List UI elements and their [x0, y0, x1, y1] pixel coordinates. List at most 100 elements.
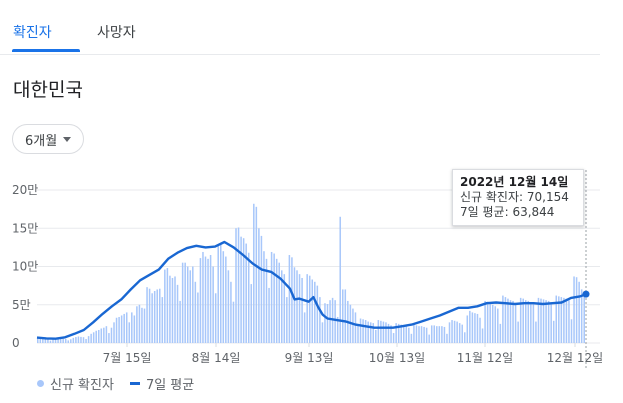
- case-bar: [110, 327, 113, 343]
- case-bar: [469, 310, 471, 343]
- case-bar: [37, 338, 39, 343]
- case-bar: [352, 308, 354, 343]
- case-bar: [395, 323, 397, 343]
- seven-day-average-line: [36, 240, 587, 340]
- x-axis-ticks: 7월 15일 8월 14일 9월 13일 10월 13일 11월 12일 12월 12일: [103, 343, 603, 365]
- y-tick-label: 0: [12, 336, 20, 350]
- case-bar: [85, 339, 87, 343]
- case-bar: [64, 338, 67, 343]
- case-bar: [568, 300, 570, 343]
- case-bar: [156, 289, 158, 343]
- case-bar: [525, 300, 527, 343]
- case-bar: [103, 327, 105, 343]
- case-bar: [179, 300, 181, 343]
- case-bar: [392, 333, 395, 343]
- cases-chart[interactable]: 0 5만 10만 15만 20만 7월 15일 8월 14일 9월 13일 10월 13일 11…: [0, 170, 623, 370]
- case-bar: [62, 338, 64, 343]
- case-bar: [136, 306, 138, 343]
- case-bar: [334, 300, 336, 343]
- case-bar: [489, 303, 491, 343]
- y-tick-label: 5만: [12, 298, 31, 312]
- case-bar: [204, 256, 207, 343]
- case-bar: [336, 316, 339, 343]
- case-bar: [286, 297, 288, 343]
- case-bar: [197, 292, 199, 343]
- case-bar: [171, 277, 174, 343]
- case-bar: [288, 255, 291, 343]
- case-bar: [514, 303, 517, 343]
- case-bar: [161, 297, 164, 343]
- case-bar: [443, 326, 446, 343]
- case-bar: [405, 326, 408, 343]
- case-bar: [225, 256, 227, 343]
- case-bar: [377, 320, 380, 343]
- case-bar: [250, 284, 253, 343]
- case-bar: [380, 320, 382, 343]
- case-bar: [169, 275, 171, 343]
- case-bar: [512, 300, 514, 343]
- case-bar: [301, 277, 303, 343]
- case-bar: [357, 323, 359, 344]
- case-bar: [47, 339, 49, 343]
- case-bar: [255, 206, 258, 343]
- case-bar: [324, 303, 326, 343]
- case-bar: [253, 203, 255, 343]
- x-tick-label: 8월 14일: [192, 351, 241, 365]
- case-bar: [413, 324, 415, 343]
- case-bar: [321, 322, 324, 343]
- active-tab-indicator: [12, 49, 80, 52]
- case-bar: [115, 317, 118, 343]
- tab-cases[interactable]: 확진자: [13, 25, 52, 41]
- case-bar: [95, 330, 97, 343]
- case-bar: [342, 289, 344, 343]
- case-bar: [268, 287, 270, 343]
- case-bar: [67, 340, 70, 343]
- case-bar: [82, 337, 85, 343]
- case-bar: [39, 338, 42, 343]
- case-bar: [189, 270, 192, 343]
- tab-deaths[interactable]: 사망자: [97, 25, 136, 41]
- case-bar: [214, 293, 217, 343]
- case-bar: [240, 236, 242, 343]
- range-dropdown[interactable]: 6개월: [12, 124, 85, 154]
- case-bar: [75, 337, 77, 343]
- case-bar: [174, 276, 176, 343]
- case-bar: [547, 300, 550, 343]
- case-bar: [372, 323, 375, 343]
- region-title: 대한민국: [13, 79, 83, 101]
- case-bar: [364, 320, 367, 343]
- case-bar: [303, 312, 306, 343]
- case-bar: [186, 266, 189, 343]
- case-bar: [430, 325, 433, 343]
- case-bar: [575, 277, 578, 343]
- case-bar: [270, 251, 273, 343]
- case-bar: [535, 321, 537, 343]
- case-bar: [316, 285, 319, 344]
- case-bar: [120, 315, 123, 343]
- case-bar: [397, 323, 400, 344]
- case-bar: [517, 321, 519, 343]
- case-bar: [260, 235, 263, 343]
- case-bar: [207, 258, 209, 343]
- case-bar: [118, 316, 120, 343]
- case-bar: [275, 258, 278, 343]
- case-bar: [247, 252, 250, 343]
- case-bar: [532, 303, 535, 343]
- case-bar: [497, 308, 499, 343]
- case-bar: [181, 262, 184, 343]
- case-bar: [273, 253, 275, 343]
- case-bar: [164, 269, 166, 343]
- tooltip-date: 2022년 12월 14일: [460, 175, 569, 189]
- case-bar: [446, 333, 448, 343]
- case-bar: [403, 325, 405, 343]
- case-bar: [293, 267, 296, 343]
- case-bar: [199, 258, 202, 343]
- case-bar: [367, 321, 369, 343]
- case-bar: [105, 326, 108, 343]
- case-bar: [420, 326, 423, 343]
- case-bar: [80, 336, 82, 343]
- case-bar: [291, 257, 293, 343]
- case-bar: [133, 315, 136, 343]
- case-bar: [461, 324, 463, 343]
- case-bar: [438, 326, 441, 343]
